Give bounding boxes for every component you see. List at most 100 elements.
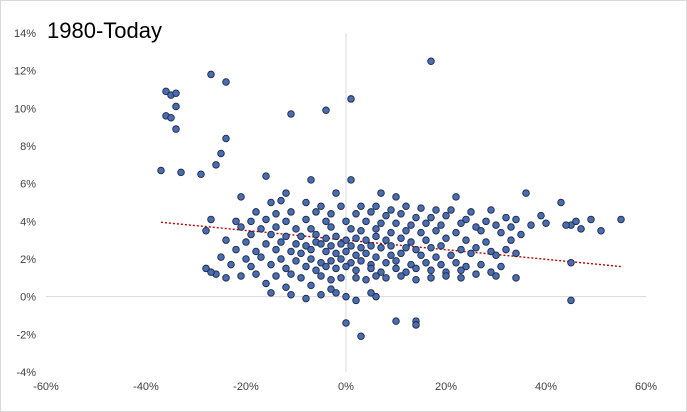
data-point bbox=[502, 245, 510, 254]
data-point bbox=[477, 226, 485, 235]
data-point bbox=[307, 225, 315, 233]
data-point bbox=[207, 70, 215, 79]
data-point bbox=[442, 234, 450, 243]
data-point bbox=[262, 279, 270, 288]
data-point bbox=[507, 223, 515, 231]
data-point bbox=[412, 275, 420, 284]
data-point bbox=[357, 243, 365, 252]
data-point bbox=[317, 259, 325, 267]
data-point bbox=[352, 274, 360, 282]
data-point bbox=[382, 236, 390, 244]
data-point bbox=[477, 260, 485, 269]
data-point bbox=[482, 217, 490, 226]
data-point bbox=[427, 213, 435, 222]
data-point bbox=[357, 257, 365, 265]
data-point bbox=[202, 226, 210, 235]
data-point bbox=[422, 236, 430, 244]
data-point bbox=[312, 208, 320, 216]
data-point bbox=[502, 213, 510, 222]
points-group bbox=[157, 57, 625, 340]
data-point bbox=[387, 228, 395, 237]
data-point bbox=[212, 161, 220, 169]
data-point bbox=[357, 202, 365, 211]
data-point bbox=[292, 240, 300, 248]
data-point bbox=[382, 211, 390, 220]
data-point bbox=[302, 198, 310, 207]
data-point bbox=[362, 249, 370, 258]
data-point bbox=[402, 243, 410, 252]
data-point bbox=[282, 283, 290, 292]
data-point bbox=[297, 274, 305, 282]
data-point bbox=[492, 251, 500, 259]
data-point bbox=[277, 238, 285, 246]
data-point bbox=[257, 225, 265, 233]
data-point bbox=[342, 217, 350, 226]
data-point bbox=[377, 189, 385, 197]
data-point bbox=[567, 296, 575, 305]
data-point bbox=[307, 245, 315, 254]
data-point bbox=[367, 242, 375, 250]
chart-title: 1980-Today bbox=[47, 18, 162, 43]
data-point bbox=[422, 259, 430, 267]
data-point bbox=[392, 264, 400, 273]
data-point bbox=[347, 242, 355, 250]
data-point bbox=[507, 236, 515, 244]
data-point bbox=[347, 176, 355, 184]
data-point bbox=[267, 198, 275, 207]
data-point bbox=[172, 89, 180, 98]
data-point bbox=[487, 268, 495, 276]
data-point bbox=[302, 242, 310, 250]
data-point bbox=[342, 319, 350, 327]
data-point bbox=[482, 238, 490, 246]
data-point bbox=[432, 206, 440, 214]
data-point bbox=[287, 291, 295, 299]
data-point bbox=[467, 249, 475, 258]
data-point bbox=[277, 196, 285, 205]
data-point bbox=[492, 272, 500, 280]
data-point bbox=[267, 230, 275, 239]
data-point bbox=[397, 249, 405, 258]
data-point bbox=[587, 215, 595, 224]
data-point bbox=[462, 236, 470, 244]
data-point bbox=[307, 281, 315, 290]
data-point bbox=[287, 270, 295, 278]
data-point bbox=[322, 262, 330, 271]
data-point bbox=[407, 238, 415, 246]
data-point bbox=[262, 240, 270, 248]
data-point bbox=[272, 272, 280, 280]
data-point bbox=[242, 255, 250, 263]
data-point bbox=[327, 257, 335, 265]
data-point bbox=[472, 223, 480, 231]
data-point bbox=[287, 110, 295, 118]
data-point bbox=[327, 275, 335, 284]
data-point bbox=[172, 125, 180, 133]
data-point bbox=[217, 253, 225, 261]
data-point bbox=[412, 245, 420, 254]
y-tick-labels: -4% -2% 0% 2% 4% 6% 8% 10% 12% 14% bbox=[14, 28, 36, 379]
data-point bbox=[492, 221, 500, 229]
data-point bbox=[417, 228, 425, 237]
data-point bbox=[292, 257, 300, 265]
data-point bbox=[272, 223, 280, 231]
data-point bbox=[227, 260, 235, 269]
data-point bbox=[222, 274, 230, 282]
trendline bbox=[160, 221, 622, 268]
data-point bbox=[472, 243, 480, 252]
data-point bbox=[397, 234, 405, 243]
data-point bbox=[282, 264, 290, 273]
data-point bbox=[362, 275, 370, 284]
x-tick-label: 60% bbox=[635, 381, 657, 393]
data-point bbox=[427, 243, 435, 252]
data-point bbox=[337, 202, 345, 211]
data-point bbox=[307, 176, 315, 184]
data-point bbox=[387, 251, 395, 259]
data-point bbox=[157, 166, 165, 175]
x-tick-label: -60% bbox=[33, 381, 59, 393]
data-point bbox=[437, 221, 445, 229]
data-point bbox=[402, 202, 410, 211]
data-point bbox=[412, 264, 420, 273]
data-point bbox=[162, 87, 170, 96]
data-point bbox=[397, 210, 405, 218]
data-point bbox=[327, 285, 335, 293]
data-point bbox=[242, 238, 250, 246]
